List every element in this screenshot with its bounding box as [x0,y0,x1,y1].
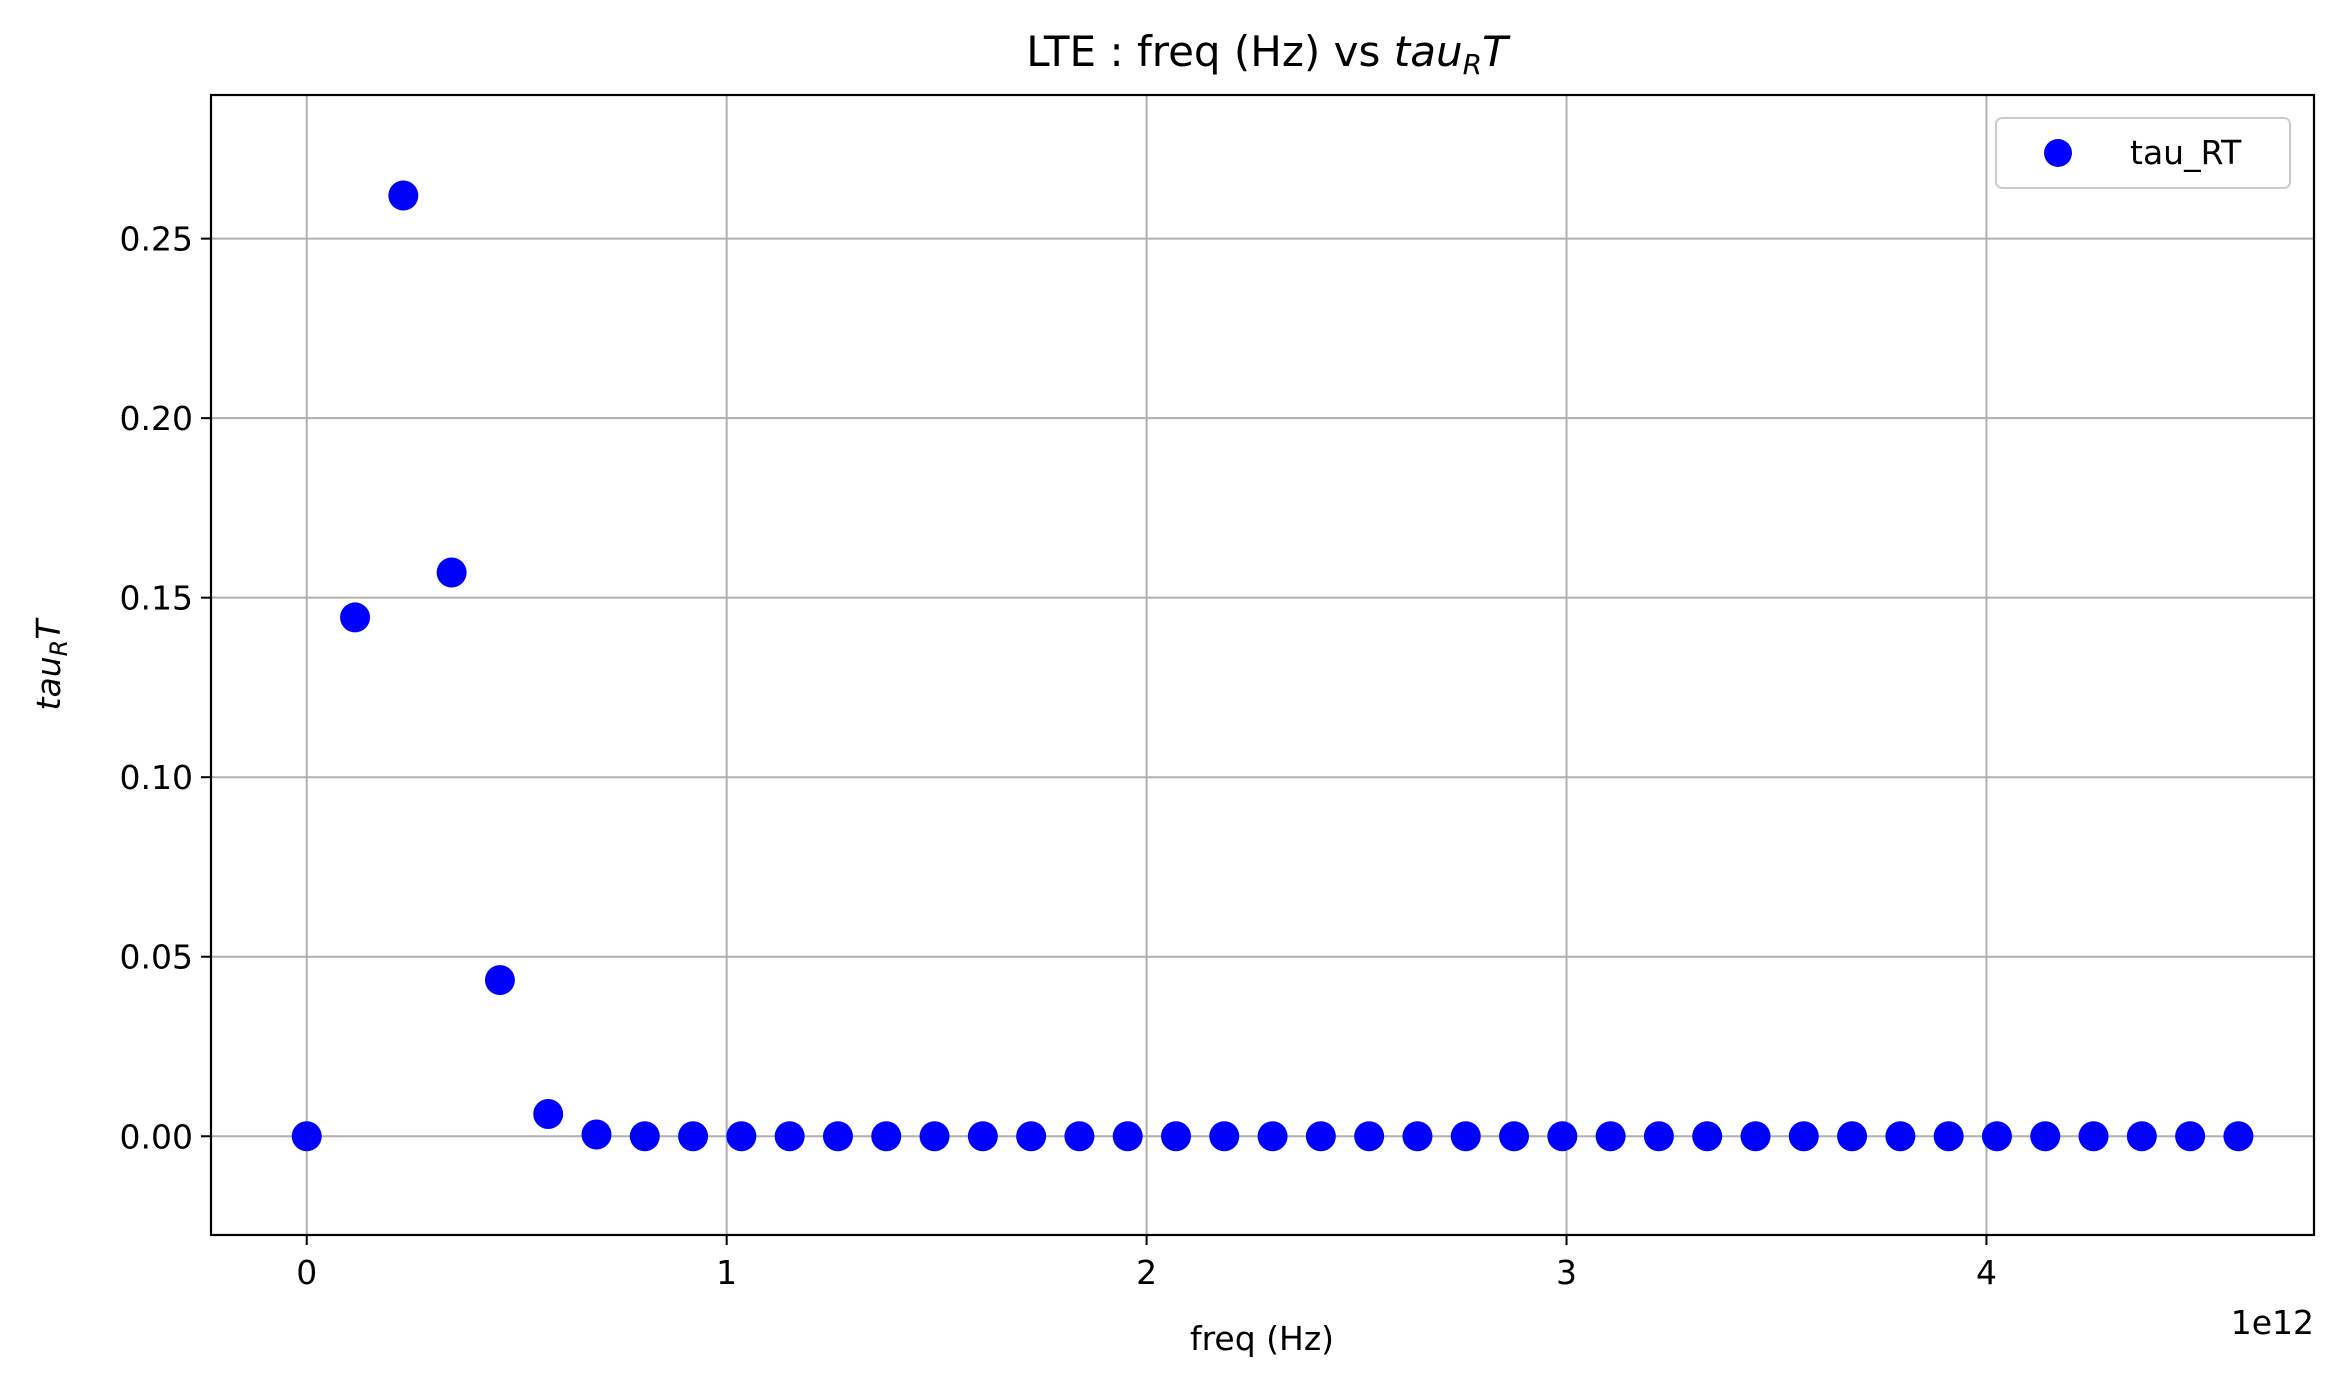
y-axis-label-base: tau [29,656,68,710]
scatter-point [2078,1121,2109,1152]
scatter-point [533,1098,564,1129]
x-tick-label: 2 [1136,1253,1157,1292]
chart-title-prefix: LTE : freq (Hz) vs [1026,27,1393,76]
scatter-point [822,1121,853,1152]
scatter-point [1837,1121,1868,1152]
scatter-point [1499,1121,1530,1152]
scatter-point [1402,1121,1433,1152]
y-tick-label: 0.25 [120,220,193,259]
scatter-point [629,1121,660,1152]
scatter-point [2030,1121,2061,1152]
x-tick-label: 3 [1556,1253,1577,1292]
axis-ticks: 0 1 2 3 4 0.00 0.05 0.10 0.15 0.20 0.25 [120,220,1997,1292]
y-tick-label: 0.15 [120,579,193,618]
scatter-point [1595,1121,1626,1152]
chart-title-math-base: tau [1394,27,1463,76]
scatter-point [484,965,515,996]
legend: tau_RT [1995,117,2291,189]
x-offset-label: 1e12 [2231,1303,2314,1342]
scatter-point [1788,1121,1819,1152]
scatter-point [871,1121,902,1152]
scatter-point [1547,1121,1578,1152]
scatter-point [581,1119,612,1150]
plot-frame [209,93,2316,1237]
scatter-point [919,1121,950,1152]
scatter-point [436,557,467,588]
scatter-point [2223,1121,2254,1152]
scatter-point [678,1121,709,1152]
x-tick-label: 0 [296,1253,317,1292]
chart-title: LTE : freq (Hz) vs tauRT [1026,27,1511,81]
x-axis-label: freq (Hz) [1190,1319,1334,1358]
y-tick-label: 0.20 [120,399,193,438]
x-tick-label: 1 [716,1253,737,1292]
scatter-point [1643,1121,1674,1152]
scatter-point [1160,1121,1191,1152]
scatter-point [2126,1121,2157,1152]
scatter-point [1740,1121,1771,1152]
scatter-point [1354,1121,1385,1152]
scatter-point [1450,1121,1481,1152]
scatter-point [774,1121,805,1152]
y-tick-label: 0.00 [120,1117,193,1156]
scatter-point [340,602,371,633]
legend-marker [2044,139,2072,167]
scatter-point [1692,1121,1723,1152]
x-tick-label: 4 [1976,1253,1997,1292]
y-tick-label: 0.05 [120,938,193,977]
y-tick-label: 0.10 [120,758,193,797]
legend-box [1995,117,2291,189]
scatter-point [1257,1121,1288,1152]
scatter-point [291,1121,322,1152]
data-points [291,180,2254,1152]
legend-label: tau_RT [2130,133,2242,172]
chart-title-math-sub: R [1463,48,1482,81]
y-axis-label-sub: R [45,640,73,657]
chart-title-math-post: T [1482,27,1511,76]
scatter-point [1112,1121,1143,1152]
y-axis-label-post: T [29,617,68,640]
scatter-point [1885,1121,1916,1152]
scatter-point [1981,1121,2012,1152]
scatter-point [1064,1121,1095,1152]
scatter-point [1209,1121,1240,1152]
scatter-point [967,1121,998,1152]
scatter-point [726,1121,757,1152]
scatter-point [1016,1121,1047,1152]
y-axis-label: tauRT [29,617,73,711]
scatter-point [1305,1121,1336,1152]
scatter-point [1933,1121,1964,1152]
scatter-point [2175,1121,2206,1152]
scatter-point [388,180,419,211]
